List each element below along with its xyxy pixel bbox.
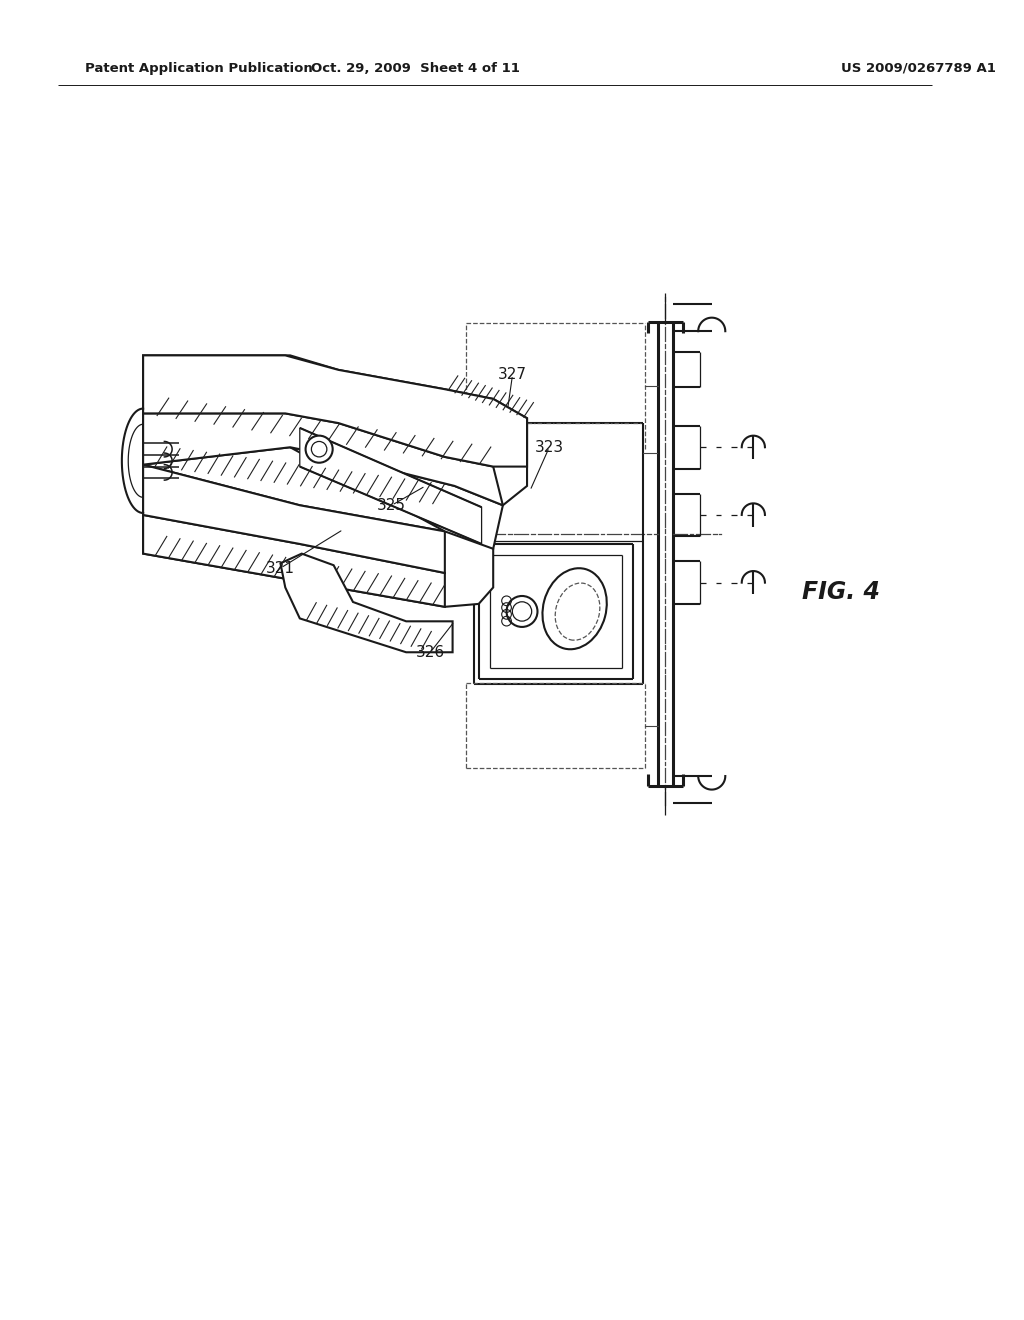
Circle shape: [305, 436, 333, 463]
Text: Oct. 29, 2009  Sheet 4 of 11: Oct. 29, 2009 Sheet 4 of 11: [311, 62, 520, 75]
Text: 321: 321: [266, 561, 295, 576]
Circle shape: [507, 597, 538, 627]
Text: Patent Application Publication: Patent Application Publication: [85, 62, 313, 75]
Text: 325: 325: [377, 498, 407, 512]
Polygon shape: [281, 553, 453, 652]
Text: 327: 327: [498, 367, 527, 383]
Polygon shape: [290, 447, 503, 549]
Polygon shape: [143, 355, 527, 466]
Polygon shape: [143, 515, 444, 607]
Polygon shape: [143, 413, 503, 506]
Text: FIG. 4: FIG. 4: [803, 581, 881, 605]
Polygon shape: [300, 428, 481, 544]
Text: 326: 326: [416, 644, 444, 660]
Circle shape: [311, 441, 327, 457]
Text: 323: 323: [535, 440, 564, 455]
Polygon shape: [143, 465, 444, 573]
Polygon shape: [143, 355, 527, 506]
Polygon shape: [143, 465, 494, 607]
Circle shape: [512, 602, 531, 622]
Text: US 2009/0267789 A1: US 2009/0267789 A1: [842, 62, 996, 75]
